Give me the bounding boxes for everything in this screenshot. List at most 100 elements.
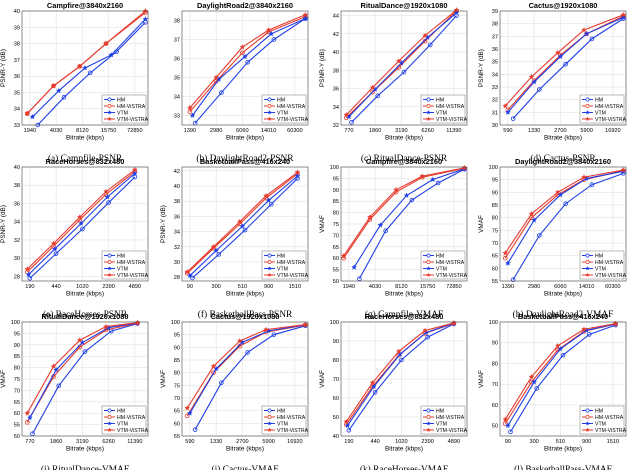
- y-tick-label: 31: [492, 110, 498, 116]
- legend-label: VTM-ViSTRA: [277, 428, 309, 434]
- y-axis-label: PSNR-Y (dB): [160, 205, 167, 243]
- data-point: [132, 166, 138, 173]
- x-tick-label: 770: [25, 439, 34, 445]
- legend-marker: [426, 253, 431, 258]
- data-point: [435, 180, 441, 186]
- data-point: [219, 90, 224, 95]
- y-tick-label: 38: [14, 42, 20, 48]
- legend-marker: [267, 415, 272, 419]
- y-tick-label: 100: [489, 320, 498, 326]
- x-tick-label: 16920: [605, 128, 621, 134]
- legend-marker: [426, 266, 431, 271]
- data-point: [184, 413, 190, 419]
- y-tick-label: 75: [333, 222, 339, 228]
- y-tick-label: 38: [492, 22, 498, 28]
- chart-title: Cactus@1920x1080: [529, 1, 598, 10]
- data-point: [372, 389, 378, 395]
- legend-marker: [107, 97, 112, 102]
- data-point: [268, 201, 274, 207]
- y-tick-label: 39: [14, 25, 20, 31]
- series-line-hm-vistra: [26, 322, 138, 423]
- data-point: [76, 214, 83, 220]
- chart-panel-5: 28 30 32 34 36 38 40 190 440 1020 2390 4890 RaceHors…: [0, 157, 149, 320]
- data-point: [219, 380, 224, 386]
- data-point: [502, 250, 509, 256]
- plot-frame: [21, 321, 149, 437]
- y-tick-label: 85: [14, 354, 20, 360]
- data-point: [184, 268, 191, 275]
- chart-title: Cactus@1920x1080: [211, 312, 280, 321]
- plot-frame: [181, 321, 309, 437]
- x-tick-label: 300: [529, 439, 538, 445]
- data-point: [589, 36, 595, 42]
- data-point: [50, 240, 57, 247]
- y-tick-label: 95: [492, 178, 498, 184]
- y-tick-label: 40: [14, 165, 20, 171]
- x-tick-label: 11390: [127, 439, 142, 445]
- data-point: [216, 252, 222, 257]
- legend-marker: [585, 104, 590, 108]
- data-point: [240, 50, 245, 56]
- data-point: [528, 373, 535, 380]
- y-tick-label: 80: [492, 361, 498, 367]
- data-point: [367, 214, 373, 220]
- legend-label: HM-ViSTRA: [117, 260, 146, 266]
- y-tick-label: 60: [174, 421, 180, 427]
- x-tick-label: 72850: [446, 284, 462, 290]
- data-point: [589, 182, 595, 188]
- legend-label: HM-ViSTRA: [595, 104, 624, 110]
- x-tick-label: 3190: [395, 128, 407, 134]
- plot-frame: [499, 10, 627, 126]
- chart-title: RitualDance@1920x1080: [361, 1, 448, 10]
- y-tick-label: 50: [14, 434, 20, 440]
- y-tick-label: 33: [174, 114, 180, 120]
- chart-title: DaylightRoad2@3840x2160: [197, 1, 293, 10]
- data-point: [557, 53, 564, 60]
- data-point: [106, 200, 111, 205]
- data-point: [351, 264, 357, 270]
- legend-marker: [107, 421, 112, 426]
- data-point: [190, 275, 195, 281]
- x-tick-label: 5900: [580, 128, 592, 134]
- legend-label: VTM: [595, 421, 606, 427]
- y-tick-label: 55: [492, 279, 498, 285]
- data-point: [531, 379, 537, 385]
- data-point: [620, 14, 627, 20]
- data-point: [76, 63, 83, 69]
- y-tick-label: 30: [14, 256, 20, 262]
- x-tick-label: 1510: [289, 284, 301, 290]
- x-tick-label: 6260: [102, 439, 114, 445]
- data-point: [50, 363, 57, 369]
- legend-marker: [585, 110, 590, 115]
- y-tick-label: 100: [489, 165, 498, 171]
- y-tick-label: 100: [330, 165, 339, 171]
- x-tick-label: 4890: [129, 284, 141, 290]
- y-tick-label: 65: [174, 409, 180, 415]
- data-point: [27, 414, 33, 421]
- data-point: [236, 218, 243, 225]
- y-tick-label: 90: [492, 341, 498, 347]
- data-point: [563, 61, 568, 67]
- data-point: [620, 167, 627, 173]
- data-point: [370, 89, 375, 95]
- x-axis-label: Bitrate (kbps): [544, 135, 582, 142]
- series-line-hm-vistra: [186, 173, 298, 274]
- legend-marker: [426, 272, 431, 277]
- legend-label: HM: [595, 253, 603, 259]
- x-tick-label: 510: [238, 284, 247, 290]
- y-tick-label: 50: [333, 415, 339, 421]
- data-point: [505, 422, 511, 429]
- data-point: [302, 321, 309, 327]
- y-tick-label: 37: [174, 38, 180, 44]
- legend-marker: [107, 415, 112, 419]
- x-axis-label: Bitrate (kbps): [226, 135, 264, 142]
- y-tick-label: 32: [492, 98, 498, 104]
- data-point: [537, 233, 542, 238]
- y-tick-label: 40: [333, 50, 339, 56]
- y-tick-label: 60: [333, 256, 339, 262]
- data-point: [263, 192, 269, 199]
- legend-label: HM-ViSTRA: [436, 415, 465, 421]
- data-point: [56, 383, 62, 389]
